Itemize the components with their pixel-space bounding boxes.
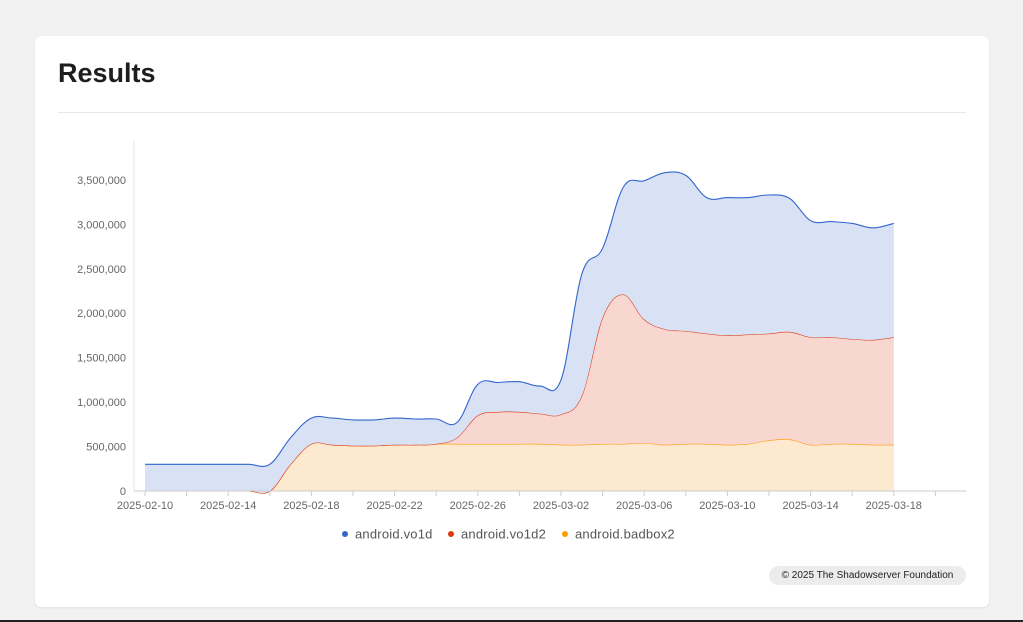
- x-tick-label: 2025-02-22: [366, 500, 422, 512]
- legend-item-android-vo1d[interactable]: android.vo1d: [342, 527, 433, 542]
- area-chart: 0 500,000 1,000,000 1,500,000 2,000,000 2,500…: [77, 141, 967, 542]
- results-card: Results 0 500,000 1,000,000 1,500,000 2,000,…: [35, 36, 989, 607]
- x-tick-label: 2025-03-02: [533, 500, 589, 512]
- x-tick-label: 2025-03-06: [616, 500, 672, 512]
- x-tick-label: 2025-02-18: [283, 500, 339, 512]
- legend-label: android.badbox2: [575, 527, 675, 542]
- area-android-vo1d2: [145, 294, 894, 494]
- y-tick-label: 3,000,000: [77, 219, 126, 231]
- legend-item-android-badbox2[interactable]: android.badbox2: [562, 527, 675, 542]
- area-android-badbox2: [145, 439, 894, 494]
- title-divider: [58, 112, 966, 113]
- y-tick-label: 1,500,000: [77, 353, 126, 365]
- x-tick-label: 2025-02-14: [200, 500, 256, 512]
- y-tick-label: 2,000,000: [77, 308, 126, 320]
- page-title: Results: [58, 58, 156, 88]
- line-android-vo1d: [144, 171, 894, 467]
- legend-marker: [448, 531, 454, 537]
- y-tick-label: 2,500,000: [77, 264, 126, 276]
- x-tick-label: 2025-03-14: [782, 500, 838, 512]
- area-android-vo1d: [145, 171, 894, 494]
- y-tick-label: 0: [120, 486, 126, 498]
- copyright-badge: © 2025 The Shadowserver Foundation: [769, 566, 966, 585]
- bottom-edge: [0, 620, 1023, 622]
- x-tick-label: 2025-03-18: [866, 500, 922, 512]
- legend-label: android.vo1d: [355, 527, 433, 542]
- legend-marker: [562, 531, 568, 537]
- y-tick-label: 1,000,000: [77, 397, 126, 409]
- legend-marker: [342, 531, 348, 537]
- legend-item-android-vo1d2[interactable]: android.vo1d2: [448, 527, 546, 542]
- x-tick-label: 2025-02-10: [117, 500, 173, 512]
- y-tick-label: 3,500,000: [77, 175, 126, 187]
- x-tick-label: 2025-02-26: [450, 500, 506, 512]
- y-tick-label: 500,000: [86, 442, 126, 454]
- x-tick-label: 2025-03-10: [699, 500, 755, 512]
- legend-label: android.vo1d2: [461, 527, 546, 542]
